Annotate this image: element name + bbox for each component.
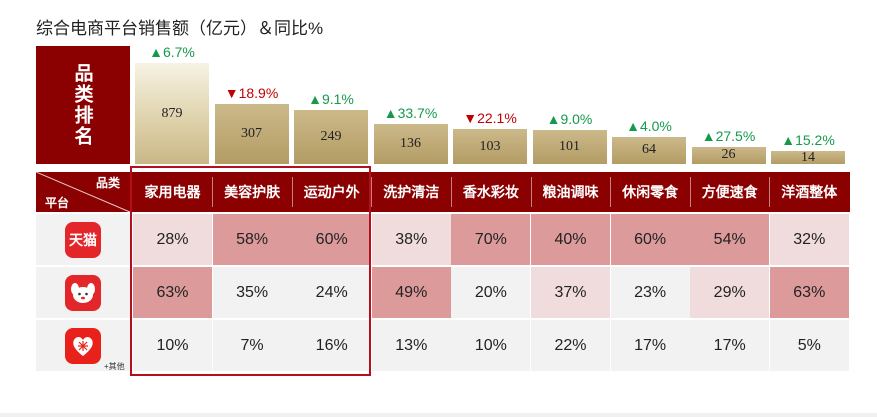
bar-9: 14 bbox=[771, 149, 845, 165]
header-separator bbox=[689, 177, 691, 207]
header-separator bbox=[769, 177, 771, 207]
share-cell: 70% bbox=[451, 214, 531, 265]
header-separator bbox=[530, 177, 532, 207]
growth-label-7: ▲4.0% bbox=[626, 117, 672, 134]
platform-cell-pdd bbox=[36, 320, 130, 371]
share-cell: 20% bbox=[451, 267, 531, 318]
share-cell: 63% bbox=[769, 267, 849, 318]
share-cell: 10% bbox=[451, 320, 531, 371]
bar-value-label: 249 bbox=[320, 129, 342, 145]
growth-label-5: ▼22.1% bbox=[463, 110, 517, 127]
bar-value-label: 26 bbox=[721, 147, 736, 163]
category-rank-box: 品类排名 bbox=[36, 46, 130, 164]
category-header-cell: 美容护肤 bbox=[224, 184, 281, 200]
share-cell: 22% bbox=[531, 320, 610, 371]
share-cell: 38% bbox=[371, 214, 451, 265]
header-separator bbox=[212, 177, 214, 207]
bar-value-label: 879 bbox=[161, 105, 183, 121]
growth-label-2: ▼18.9% bbox=[224, 85, 279, 102]
share-cell: 16% bbox=[292, 320, 372, 371]
platform-cell-jd bbox=[36, 267, 130, 318]
bar-8: 26 bbox=[691, 146, 766, 164]
share-cell: 37% bbox=[531, 267, 610, 318]
jd-dog-logo-icon bbox=[65, 274, 101, 311]
share-cell: 63% bbox=[133, 267, 212, 318]
growth-label-4: ▲33.7% bbox=[383, 105, 438, 122]
share-cell: 40% bbox=[531, 214, 610, 265]
category-header-cell: 洗护清洁 bbox=[383, 184, 440, 200]
corner-platform-label: 平台 bbox=[45, 196, 70, 210]
header-separator bbox=[371, 177, 373, 207]
header-separator bbox=[450, 177, 452, 207]
platform-cell-tmall: 天猫 bbox=[36, 214, 130, 265]
bar-2: 307 bbox=[214, 104, 289, 164]
corner-category-label: 品类 bbox=[96, 176, 121, 190]
category-header-cell: 方便速食 bbox=[701, 184, 758, 200]
header-separator bbox=[291, 177, 293, 207]
share-cell: 17% bbox=[610, 320, 690, 371]
share-cell: 5% bbox=[769, 320, 849, 371]
category-header-cell: 香水彩妆 bbox=[462, 184, 519, 200]
bottom-divider bbox=[0, 413, 877, 417]
bar-value-label: 64 bbox=[642, 142, 656, 158]
share-cell: 24% bbox=[292, 267, 372, 318]
bar-4: 136 bbox=[373, 124, 448, 164]
share-cell: 7% bbox=[212, 320, 292, 371]
rank-label: 品类排名 bbox=[71, 63, 94, 147]
category-header-cell: 运动户外 bbox=[303, 184, 360, 200]
bar-value-label: 307 bbox=[241, 126, 262, 142]
header-separator bbox=[610, 177, 612, 207]
tmall-logo-text: 天猫 bbox=[69, 231, 97, 248]
bar-value-label: 14 bbox=[801, 149, 815, 165]
share-cell: 13% bbox=[371, 320, 451, 371]
chart-title: 综合电商平台销售额（亿元）＆同比% bbox=[36, 19, 324, 38]
bar-1: 879 bbox=[135, 63, 209, 164]
share-cell: 49% bbox=[371, 267, 451, 318]
bar-value-label: 101 bbox=[559, 138, 580, 154]
growth-label-3: ▲9.1% bbox=[308, 91, 354, 108]
share-cell: 32% bbox=[769, 214, 849, 265]
share-cell: 28% bbox=[133, 214, 212, 265]
bar-7: 64 bbox=[612, 136, 686, 164]
share-cell: 54% bbox=[690, 214, 770, 265]
category-header-cell: 粮油调味 bbox=[542, 184, 599, 200]
bar-value-label: 136 bbox=[400, 136, 421, 152]
share-cell: 35% bbox=[212, 267, 292, 318]
growth-label-6: ▲9.0% bbox=[546, 110, 593, 127]
share-cell: 10% bbox=[133, 320, 212, 371]
corner-diagonal bbox=[36, 172, 130, 212]
share-cell: 58% bbox=[212, 214, 292, 265]
share-cell: 60% bbox=[292, 214, 372, 265]
other-platform-note: +其他 bbox=[104, 362, 125, 371]
growth-label-9: ▲15.2% bbox=[781, 132, 835, 149]
share-cell: 17% bbox=[690, 320, 770, 371]
share-cell: 23% bbox=[610, 267, 690, 318]
category-header-cell: 洋酒整体 bbox=[781, 184, 838, 200]
share-cell: 60% bbox=[610, 214, 690, 265]
share-cell: 29% bbox=[690, 267, 770, 318]
bar-3: 249 bbox=[294, 110, 368, 164]
category-header-cell: 家用电器 bbox=[144, 184, 201, 200]
pinduoduo-heart-logo-icon bbox=[65, 327, 101, 364]
category-header-cell: 休闲零食 bbox=[622, 184, 679, 200]
bar-value-label: 103 bbox=[479, 138, 501, 154]
bar-6: 101 bbox=[532, 129, 607, 164]
tmall-logo-icon: 天猫 bbox=[65, 221, 101, 258]
bar-5: 103 bbox=[453, 129, 527, 164]
growth-label-8: ▲27.5% bbox=[701, 127, 756, 144]
top3-highlight-frame bbox=[130, 166, 371, 376]
growth-label-1: ▲6.7% bbox=[149, 44, 195, 60]
table-header bbox=[36, 172, 850, 212]
